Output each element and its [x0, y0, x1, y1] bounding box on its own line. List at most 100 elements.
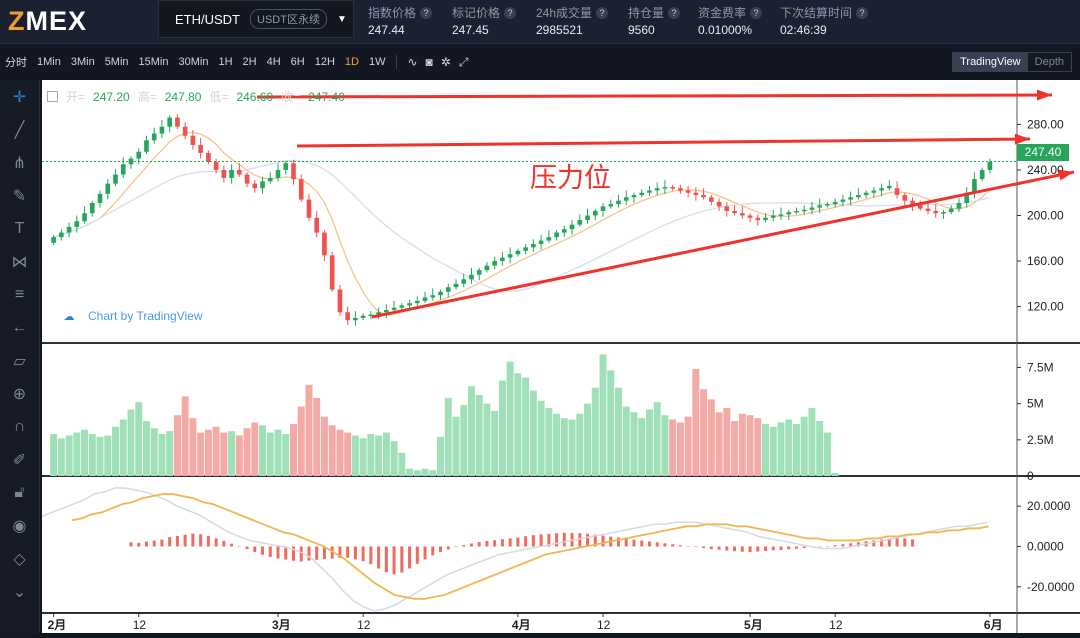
zoom-icon[interactable]: ⊕	[0, 377, 39, 410]
candle-body	[500, 258, 505, 261]
macd-hist-bar	[741, 546, 744, 551]
macd-hist-bar	[756, 546, 759, 551]
volume-bar	[251, 422, 258, 476]
help-icon[interactable]: ?	[596, 7, 608, 19]
interval-9[interactable]: 6H	[286, 56, 310, 68]
eye-icon[interactable]: ◉	[0, 509, 39, 542]
macd-hist-bar	[671, 544, 674, 546]
candle-body	[361, 316, 366, 318]
volume-bar	[499, 380, 506, 476]
help-icon[interactable]: ?	[750, 7, 762, 19]
candle-body	[933, 211, 938, 213]
interval-0[interactable]: 分时	[0, 54, 32, 70]
macd-hist-bar	[509, 538, 512, 546]
interval-4[interactable]: 15Min	[134, 56, 174, 68]
volume-bar	[677, 422, 684, 476]
help-icon[interactable]: ?	[856, 7, 868, 19]
magnet-icon[interactable]: ∩	[0, 410, 39, 443]
candle-body	[879, 188, 884, 190]
indicator-icon[interactable]: ∿	[403, 55, 421, 69]
brush-icon[interactable]: ✎	[0, 179, 39, 212]
volume-bar	[600, 354, 607, 476]
volume-bar	[282, 434, 289, 476]
volume-bar	[213, 427, 220, 476]
candle-body	[531, 244, 536, 247]
lock-drawing-icon[interactable]: ✐	[0, 443, 39, 476]
fib-icon[interactable]: ≡	[0, 278, 39, 311]
resistance-annotation: 压力位	[530, 156, 611, 195]
interval-12[interactable]: 1W	[364, 56, 391, 68]
text-tool-icon[interactable]: T	[0, 212, 39, 245]
interval-2[interactable]: 3Min	[66, 56, 100, 68]
ruler-icon[interactable]: ▱	[0, 344, 39, 377]
volume-bar	[708, 399, 715, 476]
candle-body	[245, 175, 250, 184]
macd-hist-bar	[246, 546, 249, 549]
macd-hist-bar	[586, 534, 589, 547]
volume-bar	[778, 422, 785, 476]
candle-body	[678, 188, 683, 190]
candle-body	[554, 233, 559, 238]
help-icon[interactable]: ?	[668, 7, 680, 19]
pitchfork-icon[interactable]: ⋔	[0, 146, 39, 179]
camera-icon[interactable]: ◙	[422, 55, 437, 69]
macd-hist-bar	[277, 546, 280, 558]
macd-hist-bar	[431, 546, 434, 555]
help-icon[interactable]: ?	[504, 7, 516, 19]
view-tab-0[interactable]: TradingView	[953, 53, 1028, 71]
settings-icon[interactable]: ✲	[437, 55, 455, 69]
volume-bar	[151, 428, 158, 476]
view-tab-1[interactable]: Depth	[1028, 53, 1071, 71]
volume-bar	[244, 428, 251, 476]
volume-bar	[259, 425, 266, 476]
interval-1[interactable]: 1Min	[32, 56, 66, 68]
macd-hist-bar	[354, 546, 357, 559]
candle-body	[407, 303, 412, 305]
macd-hist-bar	[478, 542, 481, 546]
candle-body	[570, 225, 575, 230]
interval-8[interactable]: 4H	[262, 56, 286, 68]
candle-body	[183, 127, 188, 136]
candle-body	[152, 134, 157, 141]
stat-0: 指数价格?247.44	[368, 4, 432, 37]
trend-line-icon[interactable]: ╱	[0, 113, 39, 146]
macd-hist-bar	[447, 546, 450, 549]
candle-body	[454, 284, 459, 287]
pattern-icon[interactable]: ⋈	[0, 245, 39, 278]
crosshair-icon[interactable]: ✛	[0, 80, 39, 113]
candle-body	[469, 275, 474, 280]
collapse-icon[interactable]: ⌄	[0, 575, 39, 608]
candle-body	[307, 200, 312, 218]
macd-hist-bar	[718, 546, 721, 549]
back-arrow-icon[interactable]: ←	[0, 311, 39, 344]
interval-3[interactable]: 5Min	[100, 56, 134, 68]
interval-6[interactable]: 1H	[213, 56, 237, 68]
high-value: 247.80	[165, 90, 202, 104]
macd-hist-bar	[617, 537, 620, 546]
lock-icon[interactable]: 🔓︎	[0, 476, 39, 509]
layers-icon[interactable]: ◇	[0, 542, 39, 575]
candle-body	[980, 170, 985, 179]
pair-selector[interactable]: ETH/USDT USDT区永续 ▼	[158, 0, 354, 38]
volume-bar	[336, 430, 343, 476]
fullscreen-icon[interactable]: ⤢	[455, 55, 473, 70]
interval-11[interactable]: 1D	[340, 56, 364, 68]
candle-body	[82, 213, 87, 221]
macd-hist-bar	[439, 546, 442, 552]
volume-bar	[189, 418, 196, 476]
interval-7[interactable]: 2H	[238, 56, 262, 68]
candle-body	[810, 208, 815, 210]
candle-body	[299, 179, 304, 199]
interval-10[interactable]: 12H	[310, 56, 340, 68]
tradingview-brand[interactable]: ☁ Chart by TradingView	[58, 305, 203, 327]
help-icon[interactable]: ?	[420, 7, 432, 19]
interval-5[interactable]: 30Min	[174, 56, 214, 68]
volume-bar	[383, 433, 390, 476]
legend-toggle-icon[interactable]	[47, 91, 58, 102]
volume-bar	[530, 391, 537, 476]
candle-body	[144, 140, 149, 151]
x-label-5: 12	[597, 618, 611, 632]
zmex-logo[interactable]: ZMEX	[8, 6, 87, 37]
macd-hist-bar	[764, 546, 767, 550]
